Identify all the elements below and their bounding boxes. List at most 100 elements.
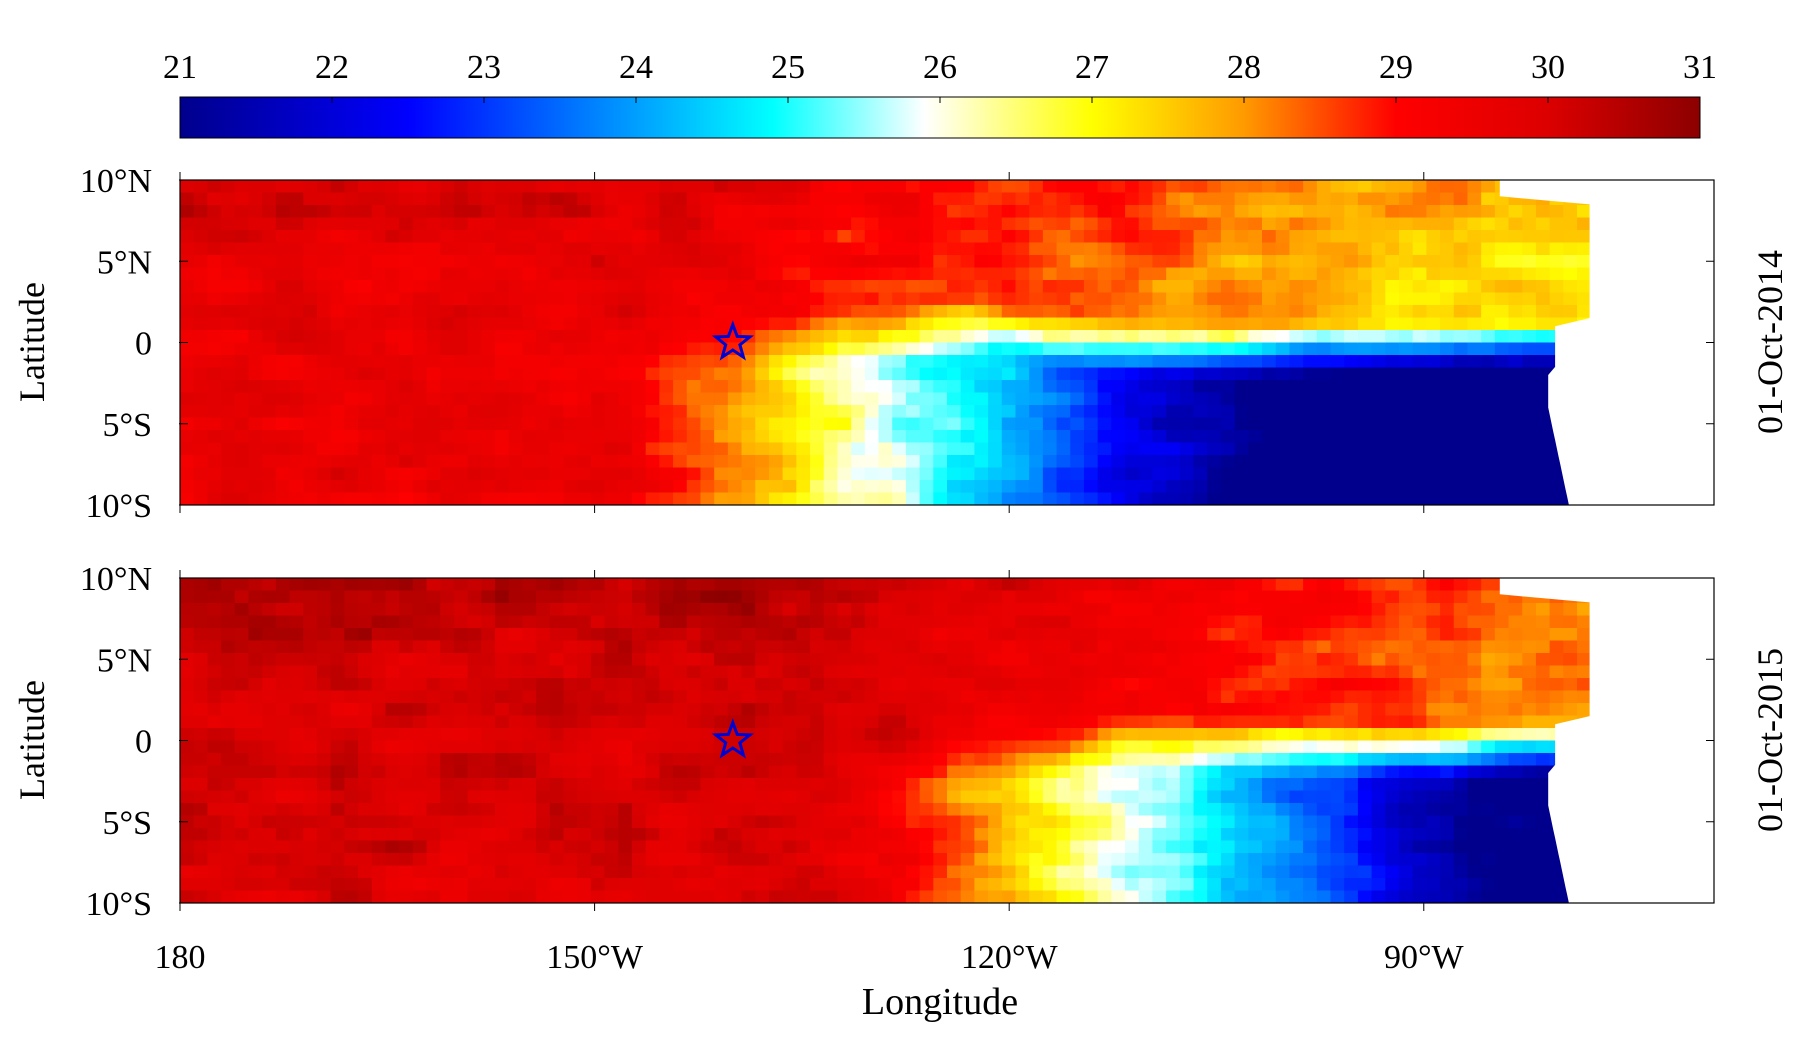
sst-cell bbox=[193, 790, 209, 804]
sst-cell bbox=[618, 815, 633, 829]
sst-cell bbox=[1426, 305, 1441, 319]
sst-cell bbox=[768, 678, 784, 692]
sst-cell bbox=[262, 367, 277, 381]
sst-cell bbox=[1083, 703, 1099, 717]
sst-cell bbox=[727, 815, 743, 829]
sst-cell bbox=[1234, 778, 1250, 792]
sst-cell bbox=[714, 355, 729, 369]
sst-cell bbox=[988, 640, 1003, 654]
sst-cell bbox=[905, 653, 921, 667]
sst-cell bbox=[673, 703, 688, 717]
sst-cell bbox=[1289, 180, 1304, 194]
sst-cell bbox=[467, 740, 483, 754]
sst-cell bbox=[631, 840, 647, 854]
sst-cell bbox=[864, 678, 880, 692]
sst-cell bbox=[207, 615, 222, 629]
sst-cell bbox=[1111, 590, 1126, 604]
sst-cell bbox=[1097, 205, 1113, 219]
sst-cell bbox=[289, 330, 305, 344]
sst-cell bbox=[467, 828, 483, 842]
sst-cell bbox=[412, 765, 428, 779]
sst-cell bbox=[878, 455, 894, 469]
sst-cell bbox=[714, 192, 729, 206]
sst-cell bbox=[714, 590, 729, 604]
sst-cell bbox=[522, 230, 537, 244]
sst-cell bbox=[316, 317, 332, 331]
sst-cell bbox=[837, 292, 852, 306]
sst-cell bbox=[412, 205, 428, 219]
sst-cell bbox=[631, 878, 647, 892]
sst-cell bbox=[631, 417, 647, 431]
sst-cell bbox=[467, 865, 483, 879]
sst-cell bbox=[618, 292, 633, 306]
sst-cell bbox=[234, 192, 250, 206]
sst-cell bbox=[440, 192, 455, 206]
sst-cell bbox=[303, 715, 318, 729]
sst-cell bbox=[303, 480, 318, 494]
sst-cell bbox=[1179, 653, 1195, 667]
sst-cell bbox=[1015, 640, 1030, 654]
sst-cell bbox=[207, 878, 222, 892]
sst-cell bbox=[768, 590, 784, 604]
sst-cell bbox=[453, 280, 469, 294]
sst-cell bbox=[796, 255, 811, 269]
sst-cell bbox=[536, 180, 551, 194]
sst-cell bbox=[1111, 628, 1126, 642]
sst-cell bbox=[988, 267, 1003, 281]
sst-cell bbox=[207, 753, 222, 767]
sst-cell bbox=[878, 878, 894, 892]
sst-cell bbox=[1001, 467, 1017, 481]
sst-cell bbox=[714, 267, 729, 281]
sst-cell bbox=[645, 242, 661, 256]
sst-cell bbox=[1138, 430, 1154, 444]
sst-cell bbox=[371, 205, 387, 219]
sst-cell bbox=[919, 765, 935, 779]
sst-cell bbox=[1440, 242, 1455, 256]
sst-cell bbox=[1357, 280, 1373, 294]
sst-cell bbox=[878, 267, 894, 281]
sst-cell bbox=[1262, 355, 1277, 369]
sst-cell bbox=[508, 728, 524, 742]
sst-cell bbox=[673, 653, 688, 667]
sst-cell bbox=[933, 280, 948, 294]
sst-cell bbox=[549, 890, 565, 903]
sst-cell bbox=[330, 305, 346, 319]
sst-cell bbox=[412, 405, 428, 419]
sst-cell bbox=[1426, 380, 1441, 394]
sst-cell bbox=[358, 380, 373, 394]
sst-cell bbox=[1440, 280, 1455, 294]
sst-cell bbox=[371, 367, 387, 381]
sst-cell bbox=[700, 890, 715, 903]
sst-cell bbox=[1042, 492, 1058, 505]
sst-cell bbox=[344, 615, 359, 629]
sst-cell bbox=[1453, 192, 1469, 206]
sst-cell bbox=[508, 590, 524, 604]
sst-cell bbox=[1179, 480, 1195, 494]
sst-cell bbox=[1262, 292, 1277, 306]
sst-cell bbox=[248, 678, 263, 692]
sst-cell bbox=[316, 430, 332, 444]
sst-cell bbox=[1371, 180, 1387, 194]
sst-cell bbox=[1152, 492, 1167, 505]
sst-cell bbox=[645, 728, 661, 742]
sst-cell bbox=[522, 803, 537, 817]
sst-cell bbox=[1070, 317, 1085, 331]
sst-cell bbox=[714, 828, 729, 842]
sst-cell bbox=[905, 442, 921, 456]
sst-cell bbox=[755, 330, 770, 344]
sst-cell bbox=[563, 778, 578, 792]
sst-cell bbox=[755, 715, 770, 729]
sst-cell bbox=[810, 442, 825, 456]
sst-cell bbox=[316, 305, 332, 319]
sst-cell bbox=[303, 778, 318, 792]
sst-cell bbox=[371, 765, 387, 779]
sst-cell bbox=[289, 803, 305, 817]
sst-cell bbox=[467, 690, 483, 704]
sst-cell bbox=[495, 280, 510, 294]
sst-cell bbox=[275, 430, 291, 444]
sst-cell bbox=[823, 865, 839, 879]
sst-cell bbox=[234, 803, 250, 817]
sst-cell bbox=[1070, 255, 1085, 269]
sst-cell bbox=[1179, 740, 1195, 754]
sst-cell bbox=[563, 467, 578, 481]
